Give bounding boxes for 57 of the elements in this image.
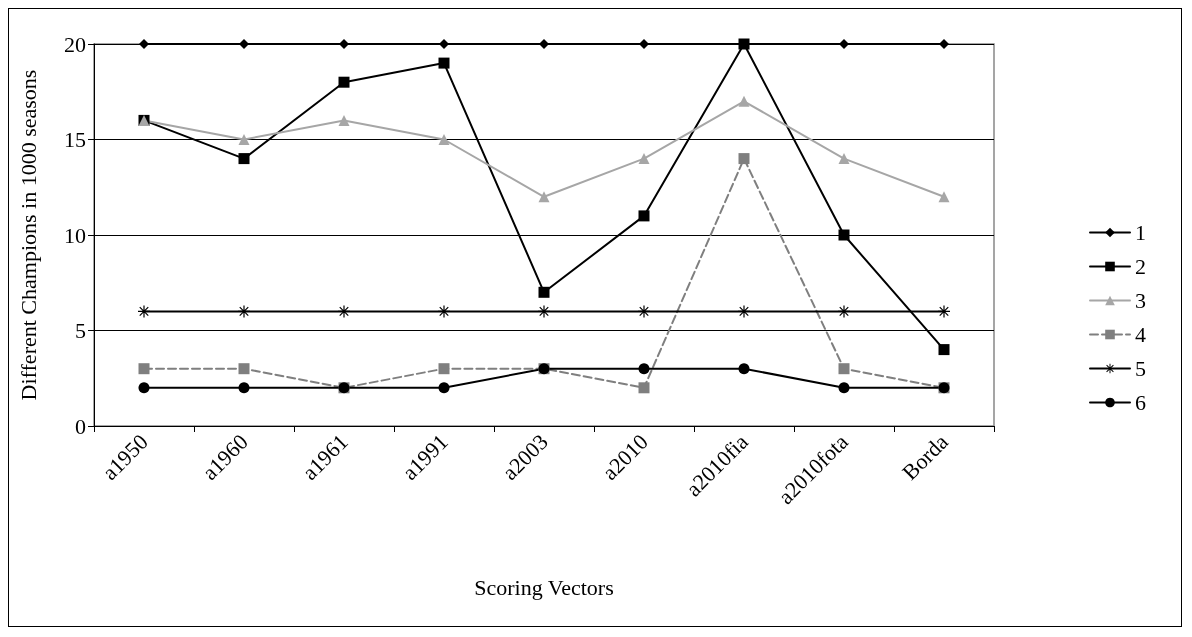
point [238,363,250,375]
point [638,382,650,394]
legend-label: 6 [1135,390,1146,415]
point [539,39,549,49]
legend-label: 1 [1135,220,1146,245]
point [438,382,450,394]
point [838,153,850,165]
point [939,39,949,49]
point [839,39,849,49]
point [139,39,149,49]
point [138,305,150,318]
point [138,363,150,375]
y-tick-label: 20 [64,31,86,57]
point [338,114,350,126]
y-tick-label: 0 [75,413,86,439]
point [938,305,950,318]
point [238,134,250,145]
y-tick-label: 10 [64,222,86,248]
point [238,153,250,165]
point [838,363,850,375]
point [238,382,250,394]
point [438,57,450,69]
point [238,305,250,318]
point [138,382,150,394]
point [538,286,550,298]
point [639,39,649,49]
point [338,76,350,88]
point [439,39,449,49]
point [738,363,750,375]
x-axis-title: Scoring Vectors [474,574,614,600]
point [239,39,249,49]
point [338,305,350,318]
y-axis-title: Different Champions in 1000 seasons [15,69,41,401]
point [838,382,850,394]
point [938,344,950,356]
legend-label: 3 [1135,288,1146,313]
legend-label: 2 [1135,254,1146,279]
y-tick-label: 15 [64,127,86,152]
legend-label: 4 [1135,322,1146,347]
point [538,191,550,203]
point [438,305,450,318]
point [638,210,650,222]
point [638,363,650,375]
point [738,95,750,107]
point [638,153,650,165]
point [738,305,750,318]
point [339,39,349,49]
point [538,305,550,318]
point [438,134,450,145]
point [838,229,850,241]
y-tick-label: 5 [75,318,86,343]
point [838,305,850,318]
point [738,153,750,165]
legend-label: 5 [1135,356,1146,381]
point [438,363,450,375]
point [938,191,950,203]
point [638,305,650,318]
